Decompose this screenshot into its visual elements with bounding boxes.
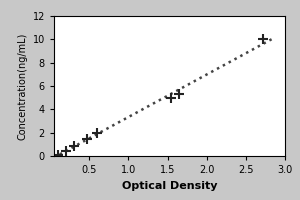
Y-axis label: Concentration(ng/mL): Concentration(ng/mL) (17, 32, 27, 140)
X-axis label: Optical Density: Optical Density (122, 181, 217, 191)
